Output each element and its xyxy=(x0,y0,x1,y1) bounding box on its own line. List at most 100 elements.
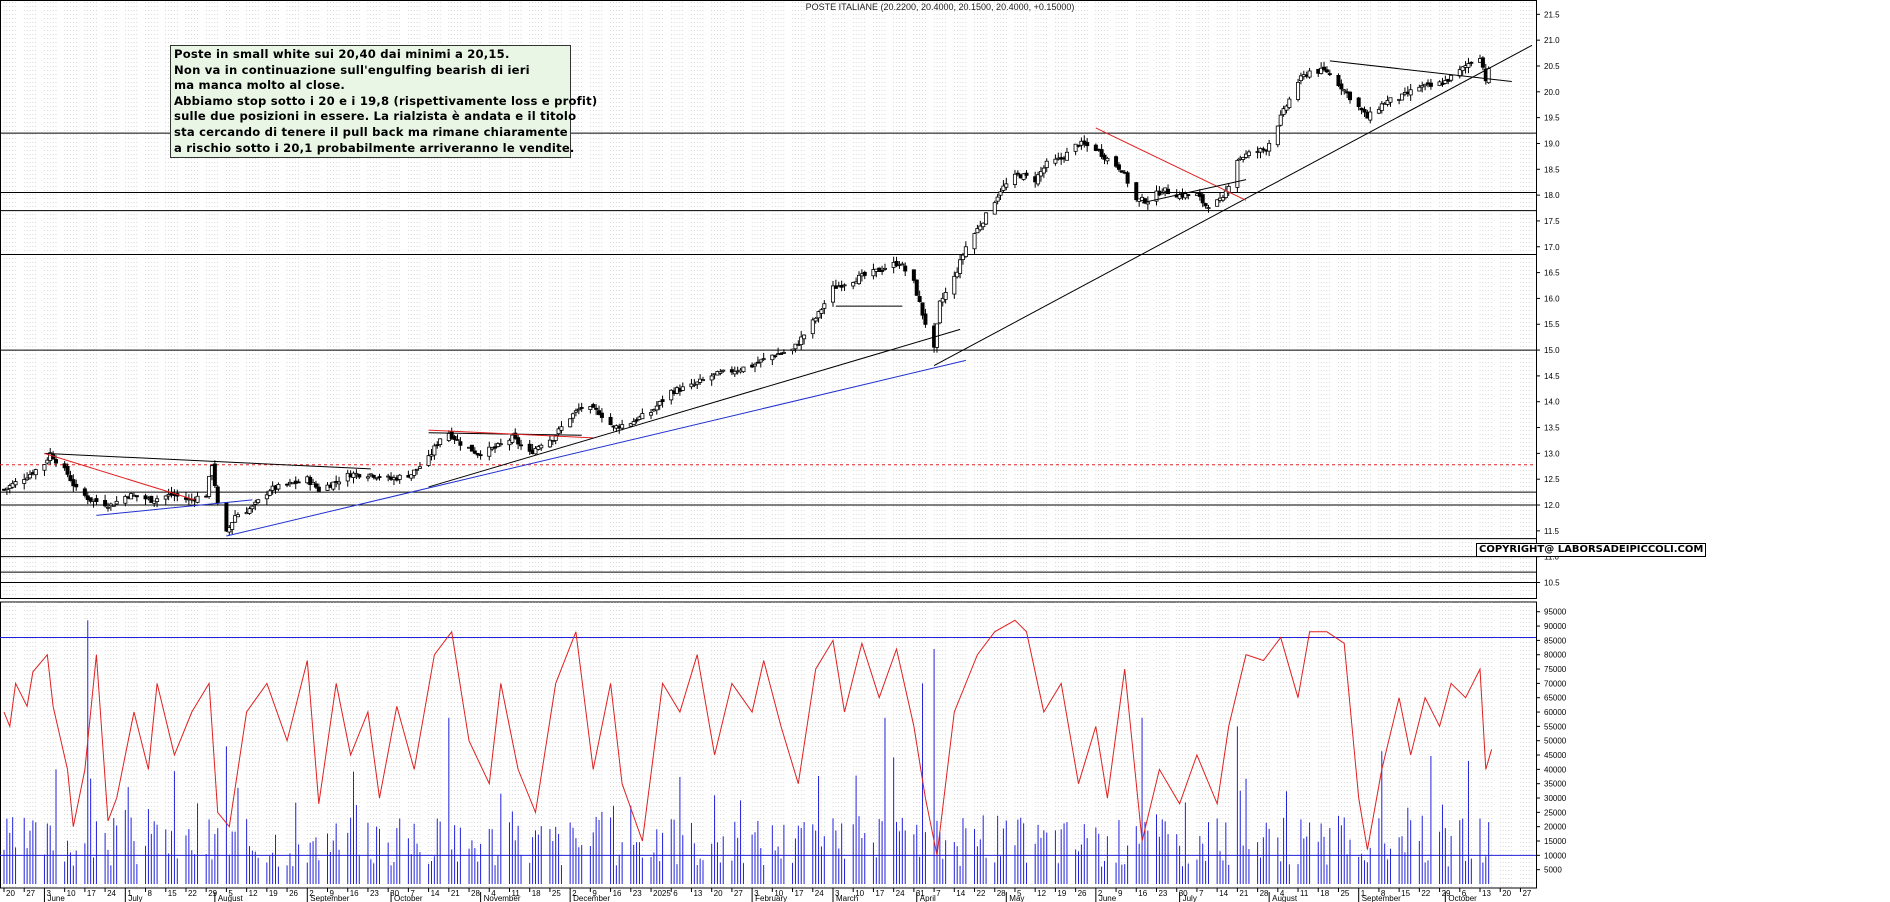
candle-body xyxy=(1362,109,1367,113)
candle-body xyxy=(1105,157,1110,162)
candle-body xyxy=(571,413,576,419)
price-y-tick-label: 13.5 xyxy=(1544,424,1560,433)
price-y-tick-label: 21.0 xyxy=(1544,36,1560,45)
candle-body xyxy=(397,474,402,480)
x-month-label: May xyxy=(1009,894,1024,902)
candle-body xyxy=(1348,91,1353,101)
candle-body xyxy=(94,498,99,503)
x-day-label: 1 xyxy=(1361,889,1366,898)
candle-body xyxy=(995,196,1000,202)
candle-body xyxy=(429,454,434,457)
candle-body xyxy=(842,284,847,287)
candle-body xyxy=(1261,148,1266,151)
candle-body xyxy=(920,302,925,316)
chart-title: POSTE ITALIANE (20.2200, 20.4000, 20.150… xyxy=(805,2,1075,12)
x-day-label: 18 xyxy=(532,889,541,898)
candle-body xyxy=(1307,70,1312,78)
candle-body xyxy=(1324,69,1329,73)
x-day-label: 26 xyxy=(289,889,298,898)
candle-body xyxy=(527,443,532,452)
candle-body xyxy=(654,405,659,411)
candle-body xyxy=(1004,183,1009,188)
candle-body xyxy=(195,495,200,503)
candle-body xyxy=(1296,82,1301,100)
x-month-label: August xyxy=(1272,894,1298,902)
candle-body xyxy=(547,439,552,448)
x-month-label: September xyxy=(310,894,349,902)
copyright-label: COPYRIGHT@ LABORSADEIPICCOLI.COM xyxy=(1476,543,1707,557)
x-day-label: 28 xyxy=(471,889,480,898)
candle-body xyxy=(802,334,807,340)
candle-body xyxy=(82,488,87,496)
osc-y-tick-label: 5000 xyxy=(1544,866,1562,875)
price-y-tick-label: 11.0 xyxy=(1544,553,1560,562)
x-day-label: 30 xyxy=(390,889,399,898)
annotation-line: Non va in continuazione sull'engulfing b… xyxy=(174,62,530,77)
x-day-label: 16 xyxy=(613,889,622,898)
candle-body xyxy=(285,483,290,486)
candle-body xyxy=(553,435,558,441)
candle-body xyxy=(940,297,945,303)
candle-body xyxy=(68,475,73,482)
candle-body xyxy=(620,424,625,429)
candle-body xyxy=(597,410,602,415)
price-y-tick-label: 20.5 xyxy=(1544,62,1560,71)
price-y-tick-label: 21.5 xyxy=(1544,10,1560,19)
x-day-label: 14 xyxy=(431,889,440,898)
candle-body xyxy=(1449,74,1454,81)
price-y-tick-label: 15.5 xyxy=(1544,320,1560,329)
x-day-label: 27 xyxy=(1522,889,1531,898)
candle-body xyxy=(1015,172,1020,175)
x-day-label: 2 xyxy=(1098,889,1103,898)
x-day-label: 5 xyxy=(228,889,233,898)
x-day-label: 14 xyxy=(1219,889,1228,898)
candle-body xyxy=(134,495,139,498)
candle-body xyxy=(839,285,844,288)
candle-body xyxy=(123,496,128,504)
candle-body xyxy=(1267,142,1272,152)
candle-body xyxy=(810,319,815,335)
candle-body xyxy=(1281,108,1286,115)
x-day-label: 11 xyxy=(1300,889,1309,898)
candle-body xyxy=(114,500,119,505)
price-y-tick-label: 14.0 xyxy=(1544,398,1560,407)
candle-body xyxy=(903,265,908,272)
candle-body xyxy=(371,474,376,478)
x-day-label: 19 xyxy=(269,889,278,898)
candle-body xyxy=(152,500,157,504)
x-day-label: 14 xyxy=(956,889,965,898)
candle-body xyxy=(952,275,957,295)
price-y-tick-label: 15.0 xyxy=(1544,346,1560,355)
x-month-label: July xyxy=(1183,894,1197,902)
candle-body xyxy=(337,481,342,485)
candle-body xyxy=(816,311,821,319)
candle-body xyxy=(1134,182,1139,201)
x-day-label: 17 xyxy=(875,889,884,898)
candle-body xyxy=(830,285,835,303)
price-y-tick-label: 13.0 xyxy=(1544,449,1560,458)
x-day-label: 3 xyxy=(46,889,51,898)
candle-body xyxy=(1408,89,1413,96)
price-panel-frame xyxy=(0,0,1537,599)
candle-body xyxy=(432,445,437,456)
candle-body xyxy=(755,361,760,364)
candle-body xyxy=(1376,109,1381,114)
x-month-label: October xyxy=(394,894,423,902)
candle-body xyxy=(851,282,856,287)
osc-y-tick-label: 25000 xyxy=(1544,808,1567,817)
candle-body xyxy=(1073,143,1078,152)
candle-body xyxy=(1284,105,1289,111)
candle-body xyxy=(377,476,382,479)
candle-body xyxy=(680,386,685,391)
candle-body xyxy=(822,303,827,309)
osc-y-tick-label: 95000 xyxy=(1544,608,1567,617)
candle-body xyxy=(923,313,928,325)
candle-body xyxy=(513,432,518,439)
x-day-label: 5 xyxy=(1017,889,1022,898)
x-day-label: 30 xyxy=(1179,889,1188,898)
candle-body xyxy=(264,494,269,500)
x-day-label: 22 xyxy=(188,889,197,898)
candle-body xyxy=(331,481,336,490)
candle-body xyxy=(230,522,235,530)
candle-body xyxy=(657,400,662,406)
